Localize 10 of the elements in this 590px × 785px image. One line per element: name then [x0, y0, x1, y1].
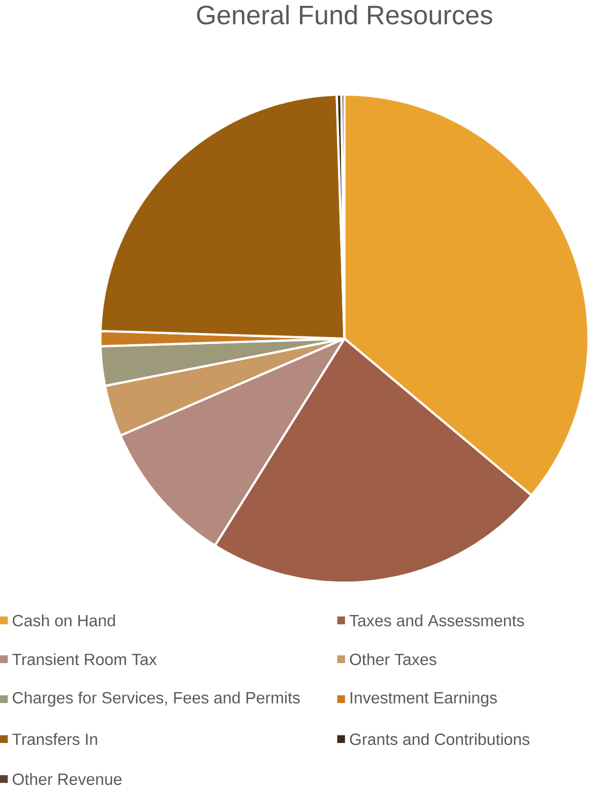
legend-label: Charges for Services, Fees and Permits: [12, 692, 300, 707]
legend-label: Cash on Hand: [12, 614, 116, 626]
legend-label: Transient Room Tax: [12, 653, 157, 666]
legend-label: Investment Earnings: [350, 692, 498, 707]
legend-label: Other Revenue: [12, 773, 122, 785]
legend-label: Grants and Contributions: [350, 733, 530, 746]
legend-label: Taxes and Assessments: [350, 614, 524, 626]
legend-label: Other Taxes: [350, 653, 436, 666]
legend-label: Transfers In: [12, 733, 98, 746]
chart-title: General Fund Resources: [197, 4, 492, 24]
